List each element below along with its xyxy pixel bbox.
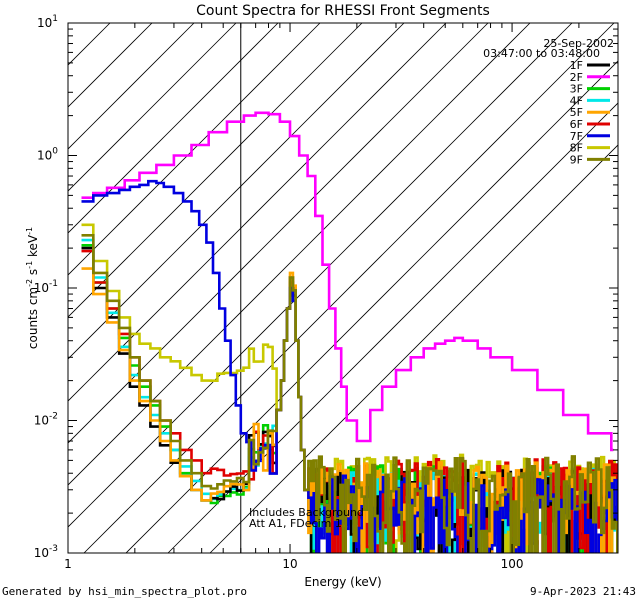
- x-axis-title: Energy (keV): [304, 575, 381, 589]
- y-tick-label: 10-1: [34, 279, 58, 295]
- hatch-line: [83, 23, 615, 553]
- footer-generated-by: Generated by hsi_min_spectra_plot.pro: [2, 585, 247, 598]
- legend-label-1f: 1F: [570, 59, 583, 72]
- legend-label-4f: 4F: [570, 94, 583, 107]
- annotation-background: Includes Background: [249, 506, 364, 519]
- observation-date: 25-Sep-2002: [543, 37, 614, 50]
- hatch-line: [68, 23, 279, 234]
- series-lines: [81, 111, 618, 553]
- x-tick-label: 1: [64, 557, 72, 571]
- hatch-line: [68, 23, 489, 444]
- legend-label-8f: 8F: [570, 142, 583, 155]
- footer-timestamp: 9-Apr-2023 21:43: [530, 585, 636, 598]
- hatch-line: [68, 23, 447, 402]
- hatch-line: [68, 23, 237, 192]
- legend-label-2f: 2F: [570, 71, 583, 84]
- hatch-line: [68, 23, 531, 486]
- y-tick-label: 10-3: [34, 544, 58, 560]
- y-tick-label: 101: [37, 14, 58, 30]
- x-tick-label: 100: [501, 557, 524, 571]
- legend-label-5f: 5F: [570, 106, 583, 119]
- legend-label-7f: 7F: [570, 130, 583, 143]
- legend-label-6f: 6F: [570, 118, 583, 131]
- annotation-attenuator: Att A1, FDecim 1: [249, 517, 342, 530]
- axis-tick-labels: 1 10 100 10-3 10-2 10-1 100 101: [34, 14, 524, 571]
- hatch-line: [68, 23, 195, 150]
- y-axis-title: counts cm-2 s-1 keV-1: [25, 227, 40, 349]
- y-tick-label: 100: [37, 147, 58, 163]
- axis-ticks: [67, 22, 619, 554]
- hatch-line: [125, 60, 618, 553]
- hatch-line: [68, 23, 405, 360]
- y-tick-label: 10-2: [34, 412, 58, 428]
- observation-time-range: 03:47:00 to 03:48:00: [483, 47, 600, 60]
- legend-label-9f: 9F: [570, 153, 583, 166]
- series-line-2f: [81, 111, 614, 452]
- legend-label-3f: 3F: [570, 83, 583, 96]
- hatch-line: [68, 23, 321, 276]
- hatch-line: [209, 144, 618, 553]
- series-line-9f: [81, 234, 618, 553]
- hatch-line: [68, 23, 573, 528]
- x-tick-label: 10: [282, 557, 297, 571]
- chart-title: Count Spectra for RHESSI Front Segments: [196, 3, 490, 19]
